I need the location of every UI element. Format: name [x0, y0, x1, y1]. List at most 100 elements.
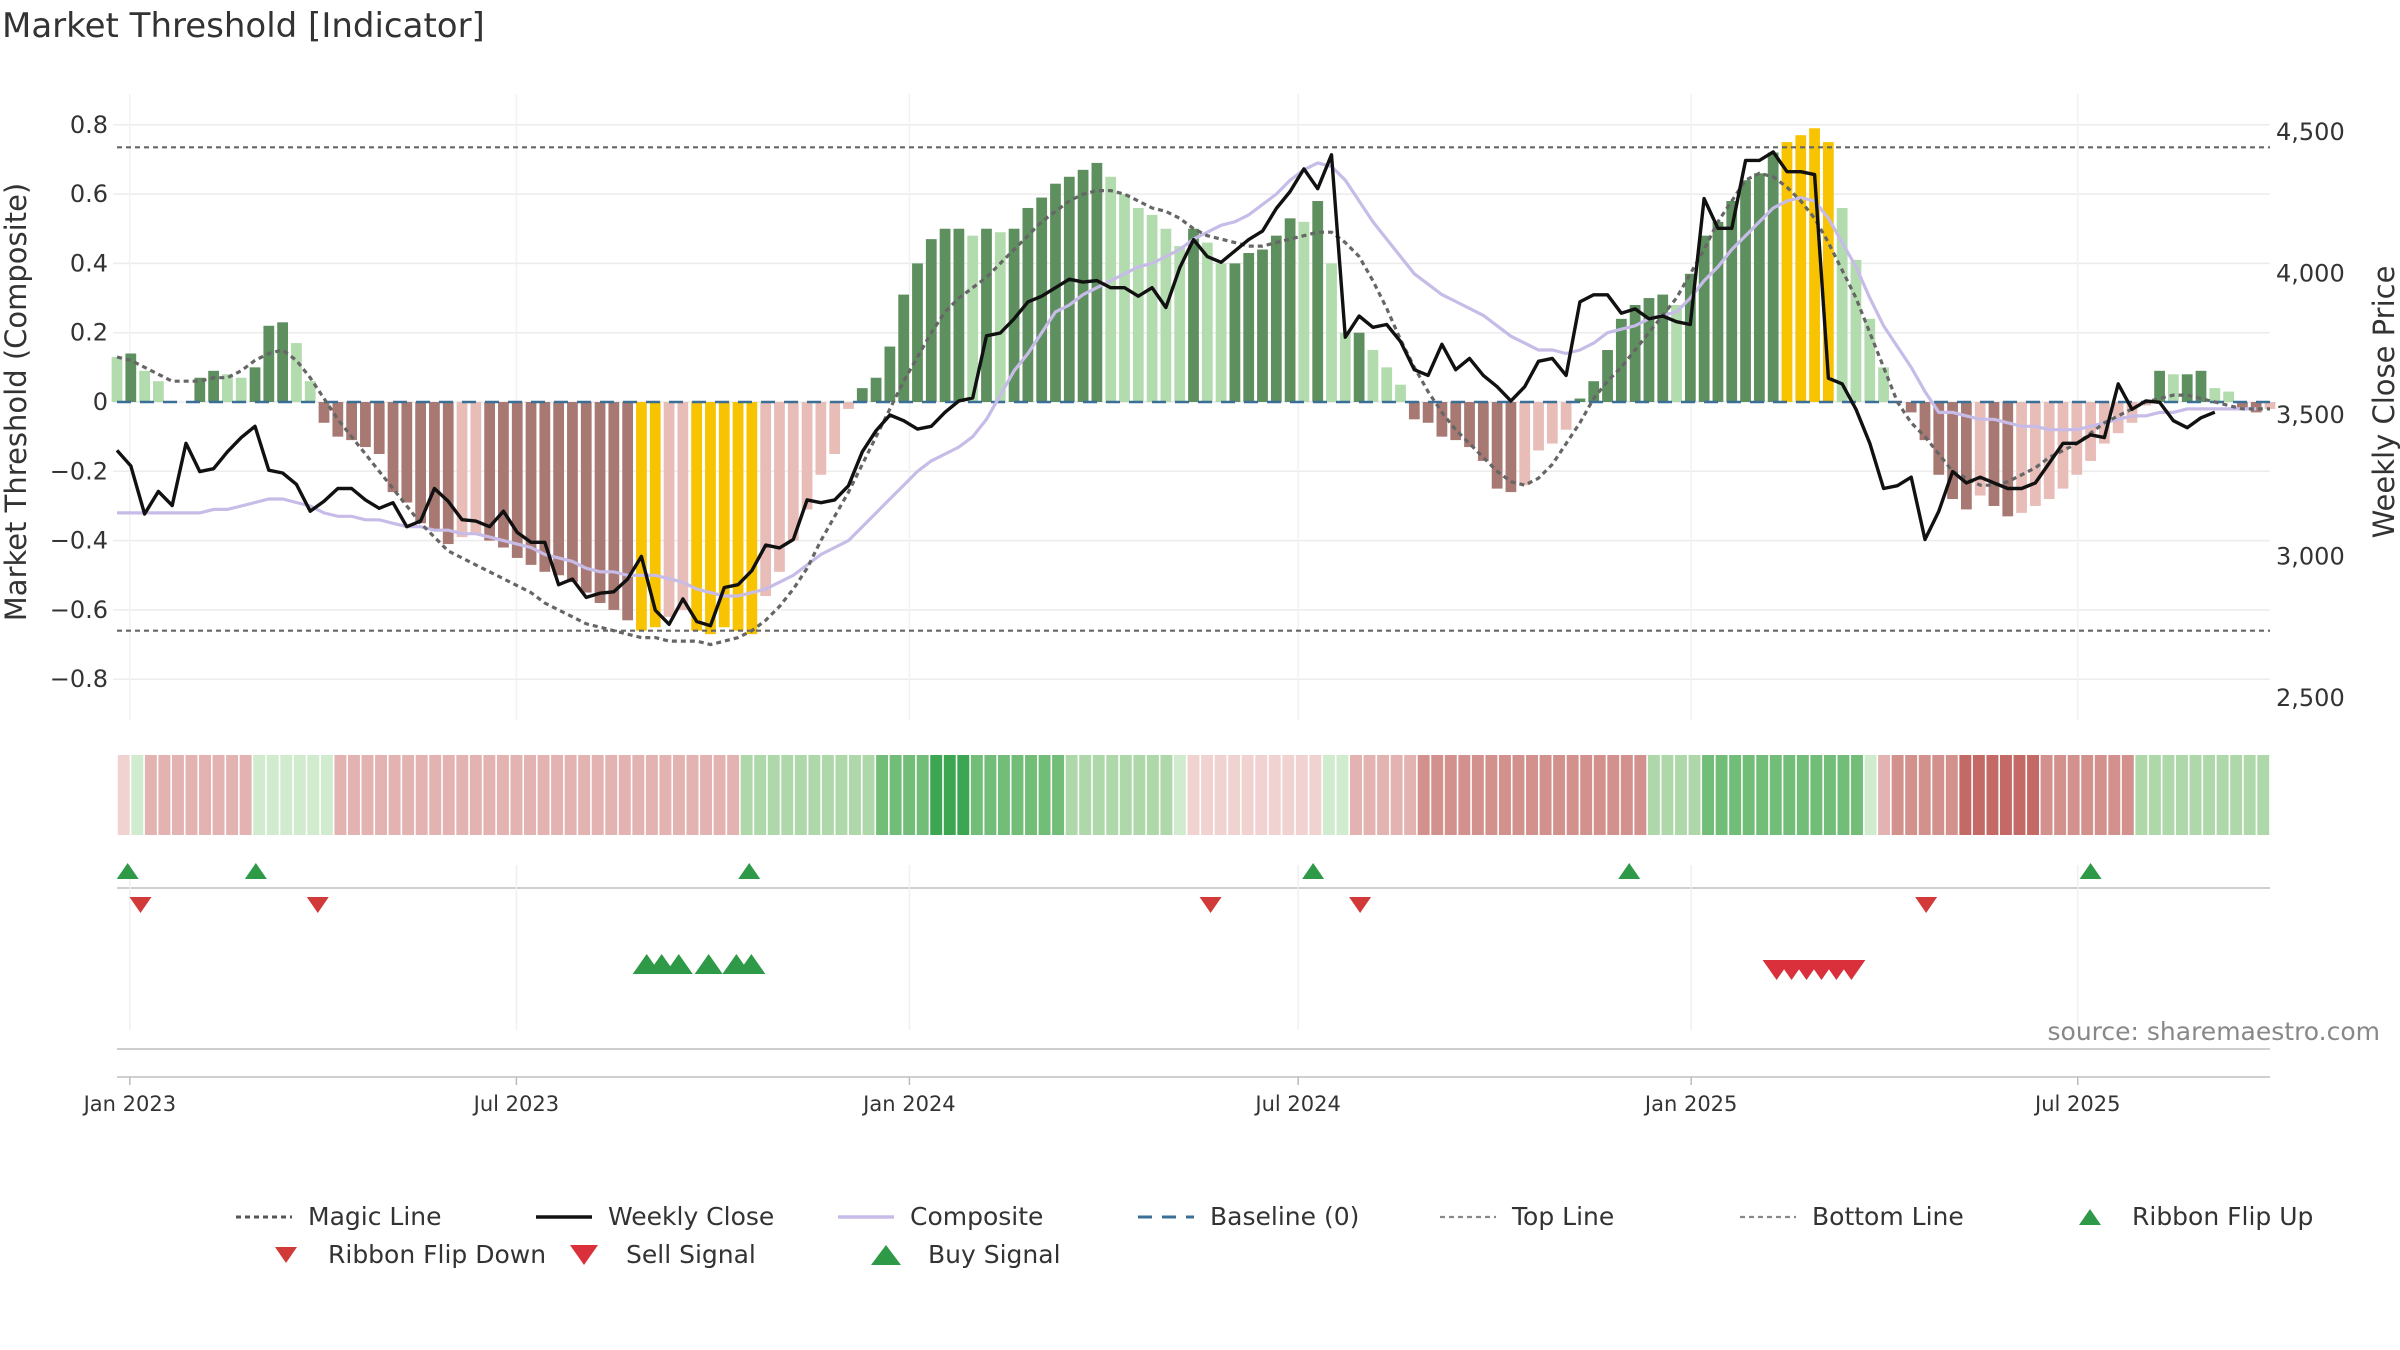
- ribbon-cell: [2257, 755, 2270, 835]
- ribbon-cell: [253, 755, 266, 835]
- ribbon-cell: [402, 755, 415, 835]
- composite-bar: [1671, 304, 1682, 402]
- ribbon-cell: [158, 755, 171, 835]
- ribbon-cell: [388, 755, 401, 835]
- ribbon-cell: [849, 755, 861, 835]
- composite-bar: [304, 381, 316, 402]
- composite-bar: [1022, 207, 1034, 402]
- legend-item: Baseline (0): [1138, 1202, 1359, 1231]
- ribbon-cell: [997, 755, 1010, 835]
- y-left-tick-label: −0.4: [50, 527, 108, 555]
- composite-bar: [1878, 367, 1889, 402]
- legend-item: Sell Signal: [570, 1240, 756, 1269]
- composite-bar: [1795, 135, 1807, 403]
- composite-bar: [1174, 246, 1186, 402]
- ribbon-cell: [185, 755, 198, 835]
- ribbon-cell: [1959, 755, 1972, 835]
- composite-bar: [1588, 381, 1600, 402]
- ribbon-cell: [226, 755, 239, 835]
- composite-bar: [2029, 402, 2041, 506]
- ribbon-cell: [1823, 755, 1836, 835]
- ribbon-cell: [144, 755, 157, 835]
- legend-item: Top Line: [1440, 1202, 1614, 1231]
- legend-item: Magic Line: [236, 1202, 442, 1231]
- buy-signal-marker: [694, 954, 723, 974]
- composite-bar: [746, 402, 758, 635]
- composite-bar: [1036, 197, 1048, 402]
- ribbon-cell: [2054, 755, 2067, 835]
- weekly-close-line: [115, 150, 2216, 628]
- y-axis-left-label: Market Threshold (Composite): [0, 183, 33, 621]
- ribbon-cell: [564, 755, 577, 835]
- legend-label: Sell Signal: [626, 1240, 756, 1269]
- ribbon-cell: [469, 755, 482, 835]
- ribbon-cell: [794, 755, 807, 835]
- composite-bar: [1436, 402, 1448, 437]
- composite-bar: [1602, 350, 1613, 402]
- composite-bar: [2195, 370, 2207, 402]
- ribbon-cell: [1282, 755, 1295, 835]
- legend-item: Weekly Close: [536, 1202, 774, 1231]
- composite-bar: [153, 381, 164, 402]
- legend-swatch: [570, 1245, 598, 1265]
- composite-bar: [1684, 273, 1696, 402]
- y-left-tick-label: 0.8: [70, 111, 108, 139]
- ribbon-cell: [767, 755, 780, 835]
- composite-bar: [1188, 228, 1199, 402]
- composite-bar: [1657, 294, 1669, 402]
- ribbon-cell: [1566, 755, 1579, 835]
- y-left-tick-label: 0.4: [70, 249, 108, 277]
- ribbon-cell: [591, 755, 604, 835]
- x-tick-label: Jul 2025: [2033, 1092, 2120, 1116]
- ribbon-cell: [1580, 755, 1593, 835]
- ribbon-cell: [2203, 755, 2216, 835]
- source-note: source: sharemaestro.com: [2048, 1017, 2381, 1046]
- ribbon-cell: [1092, 755, 1105, 835]
- composite-bar: [1864, 318, 1876, 402]
- composite-bar: [1243, 253, 1255, 402]
- ribbon-cell: [1837, 755, 1850, 835]
- ribbon-cell: [1201, 755, 1214, 835]
- ribbon-flip-down-marker: [129, 897, 152, 913]
- ribbon-cell: [1634, 755, 1647, 835]
- ribbon-cell: [1187, 755, 1200, 835]
- composite-bar: [2126, 402, 2138, 423]
- legend-label: Weekly Close: [608, 1202, 774, 1231]
- chart-title: Market Threshold [Indicator]: [2, 6, 485, 46]
- ribbon-cell: [1688, 755, 1701, 835]
- y-left-tick-label: 0.6: [70, 180, 108, 208]
- ribbon-cell: [1539, 755, 1552, 835]
- composite-bar: [1974, 402, 1986, 496]
- composite-bar: [2181, 374, 2193, 402]
- composite-bar: [525, 402, 537, 565]
- composite-bar: [429, 402, 440, 531]
- legend-item: Buy Signal: [871, 1240, 1061, 1269]
- buy-signal-marker: [664, 954, 693, 974]
- composite-bar: [2002, 402, 2014, 517]
- composite-bar: [1726, 201, 1738, 402]
- ribbon-flip-down-marker: [1915, 897, 1938, 913]
- composite-bar: [318, 402, 330, 423]
- composite-bar: [1574, 398, 1586, 402]
- ribbon-cell: [442, 755, 455, 835]
- composite-bar: [2250, 402, 2262, 413]
- composite-bar: [456, 402, 468, 538]
- y-left-tick-label: −0.2: [50, 457, 108, 485]
- composite-bar: [1477, 402, 1489, 461]
- composite-bar: [1919, 402, 1931, 441]
- composite-bar: [277, 322, 288, 402]
- composite-bar: [1298, 221, 1310, 402]
- ribbon-cell: [1404, 755, 1417, 835]
- ribbon-cell: [1241, 755, 1254, 835]
- composite-bar: [1284, 218, 1296, 402]
- ribbon-cell: [1146, 755, 1159, 835]
- composite-bar: [2071, 402, 2083, 475]
- ribbon-flip-up-marker: [116, 863, 139, 879]
- composite-bar: [1560, 402, 1572, 430]
- ribbon-cell: [1444, 755, 1457, 835]
- y-left-tick-label: 0: [93, 388, 108, 416]
- ribbon-cell: [700, 755, 712, 835]
- composite-bar: [2154, 370, 2165, 402]
- ribbon-cell: [2216, 755, 2229, 835]
